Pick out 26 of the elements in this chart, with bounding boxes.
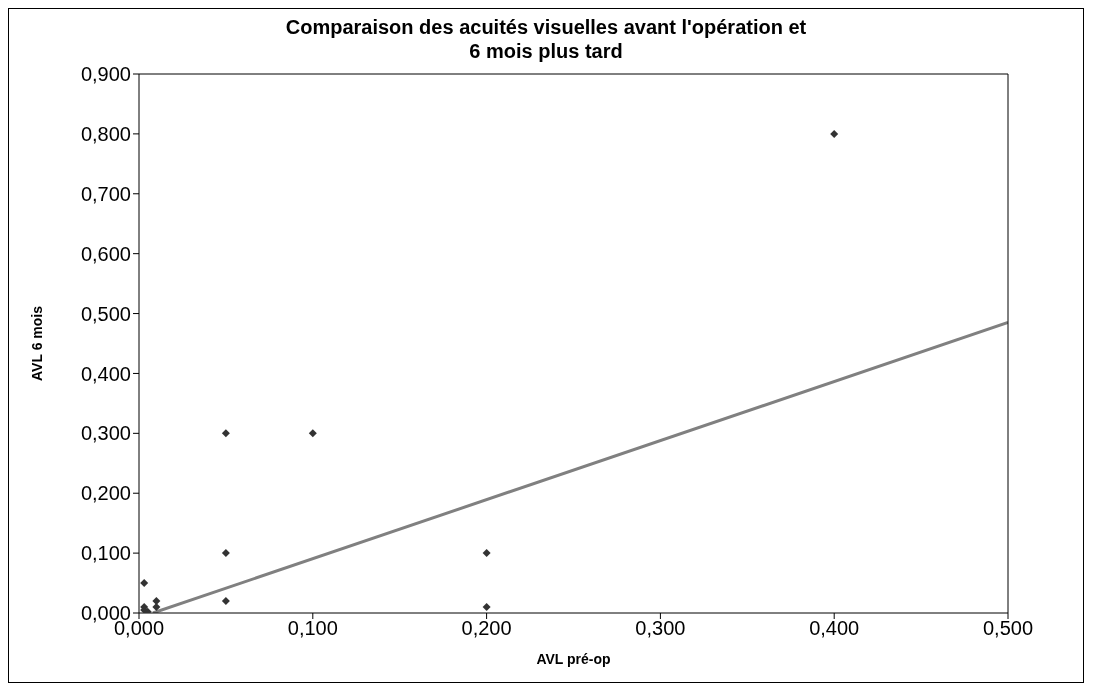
x-tick-label: 0,100 <box>287 617 338 640</box>
y-axis-title: AVL 6 mois <box>28 305 45 381</box>
y-tick-label: 0,900 <box>80 63 131 86</box>
chart-title: Comparaison des acuités visuelles avant l'opération et 6 mois plus tard <box>284 15 808 63</box>
point <box>830 129 839 138</box>
y-tick-label: 0,700 <box>80 182 131 205</box>
y-tick-label: 0,300 <box>80 422 131 445</box>
point <box>482 549 491 558</box>
point <box>482 603 491 612</box>
x-axis-title: AVL pré-op <box>536 651 611 667</box>
point <box>308 429 317 438</box>
point <box>221 429 230 438</box>
point <box>152 603 161 612</box>
point <box>140 579 149 588</box>
x-tick-label: 0,400 <box>809 617 860 640</box>
point <box>221 597 230 606</box>
y-tick-label: 0,400 <box>80 362 131 385</box>
x-tick-label: 0,500 <box>982 617 1034 640</box>
point <box>221 549 230 558</box>
x-tick-label: 0,300 <box>635 617 686 640</box>
x-tick-label: 0,200 <box>461 617 512 640</box>
y-tick-label: 0,200 <box>80 482 131 505</box>
y-tick-label: 0,800 <box>80 122 131 145</box>
y-tick-label: 0,100 <box>80 542 131 565</box>
y-tick-label: 0,600 <box>80 242 131 265</box>
y-tick-label: 0,500 <box>80 302 131 325</box>
